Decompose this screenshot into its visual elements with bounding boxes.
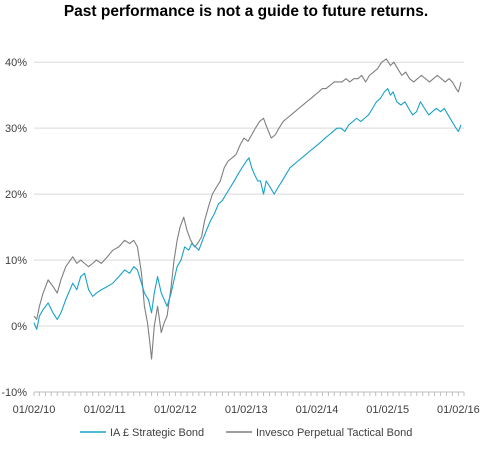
x-tick-label: 01/02/11	[84, 404, 126, 416]
series-line-1	[33, 88, 462, 330]
x-axis: 01/02/10 01/02/11 01/02/12 01/02/13 01/02/14…	[13, 391, 480, 416]
legend-label: IA £ Strategic Bond	[110, 427, 204, 439]
chart-title: Past performance is not a guide to futur…	[64, 3, 428, 20]
x-tick-label: 01/02/10	[13, 404, 56, 416]
y-tick-label: 20%	[5, 189, 27, 201]
series-line-2	[33, 58, 462, 360]
y-tick-label: 10%	[5, 255, 27, 267]
series-layer	[33, 58, 462, 360]
gridlines	[34, 61, 464, 393]
y-tick-label: 40%	[5, 57, 27, 69]
y-tick-label: 30%	[5, 123, 27, 135]
x-tick-label: 01/02/12	[154, 404, 197, 416]
x-tick-label: 01/02/15	[366, 404, 409, 416]
legend: IA £ Strategic Bond Invesco Perpetual Tac…	[80, 427, 412, 439]
x-tick-label: 01/02/16	[437, 404, 480, 416]
y-tick-label: 0%	[11, 321, 27, 333]
y-axis-tick-labels: -10% 0% 10% 20% 30% 40%	[1, 57, 27, 399]
y-tick-label: -10%	[1, 387, 27, 399]
legend-label: Invesco Perpetual Tactical Bond	[256, 427, 412, 439]
x-tick-label: 01/02/13	[225, 404, 268, 416]
x-tick-label: 01/02/14	[296, 404, 339, 416]
